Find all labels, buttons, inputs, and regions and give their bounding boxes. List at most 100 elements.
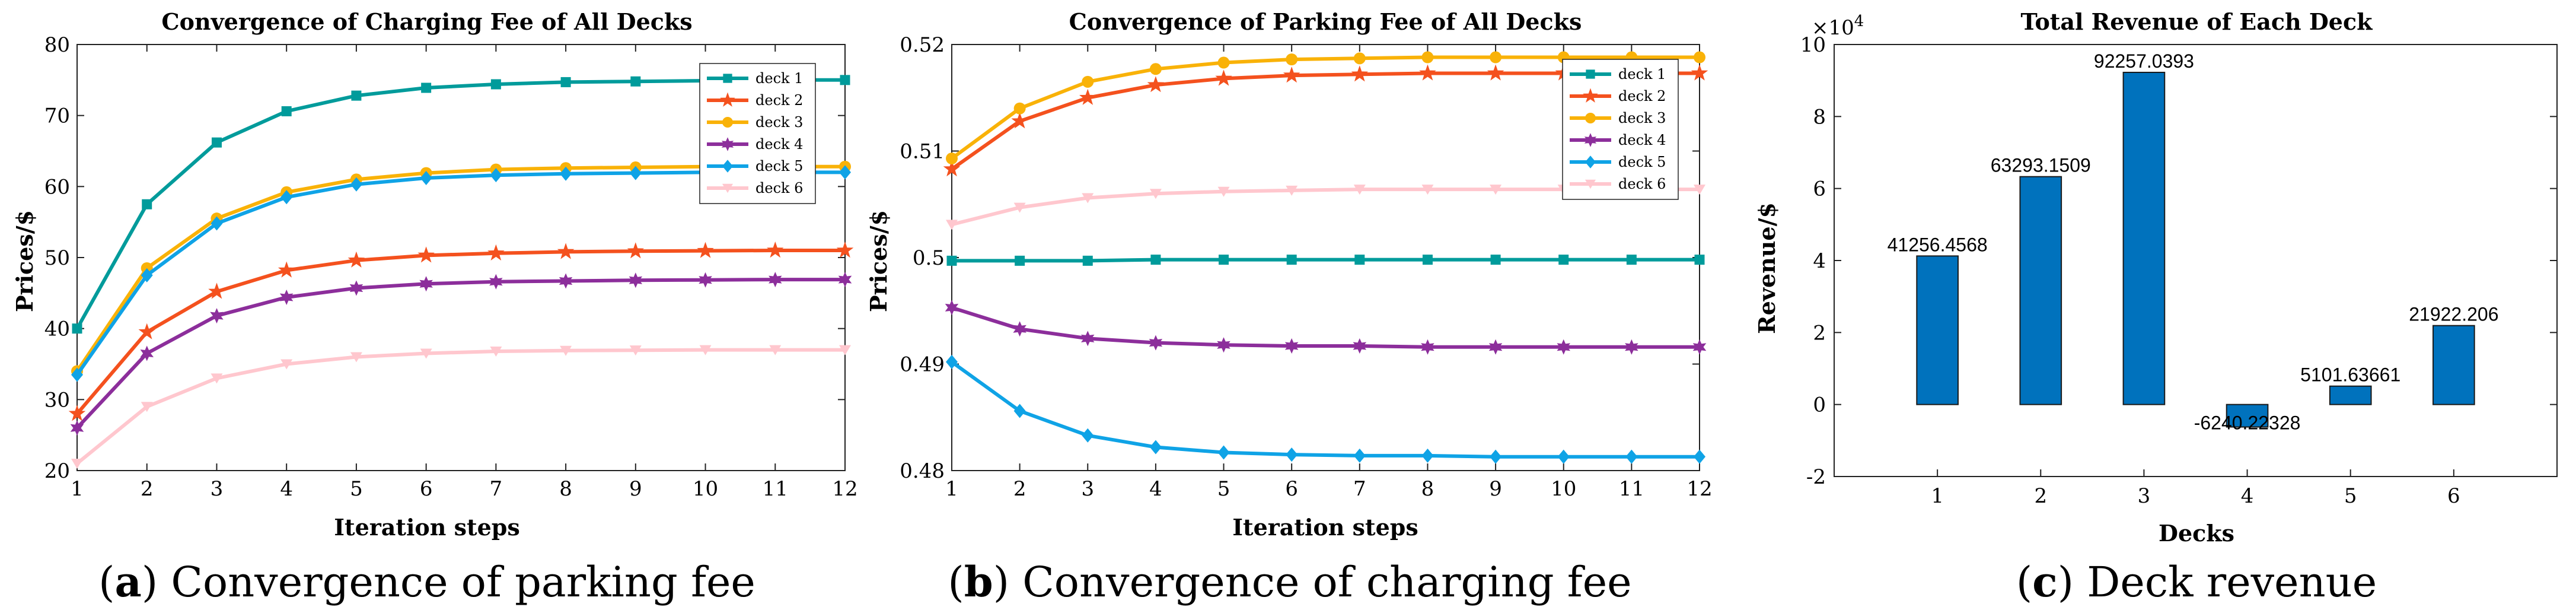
chart-b-data-point — [1217, 337, 1230, 353]
chart-b-data-point — [1217, 56, 1230, 69]
chart-b-data-point — [946, 255, 957, 266]
chart-a-data-point — [138, 323, 155, 339]
chart-b-xtick-label: 10 — [1551, 477, 1576, 501]
chart-a-data-point — [840, 75, 850, 85]
chart-b-data-point — [1015, 255, 1025, 266]
caption-a-text: ) Convergence of parking fee — [142, 558, 755, 606]
chart-b-series-line — [951, 55, 1700, 160]
chart-a-data-point — [417, 246, 435, 263]
chart-a-data-point — [280, 190, 293, 205]
chart-a-data-point — [838, 272, 852, 288]
chart-b-series-1 — [946, 255, 1705, 266]
chart-b-xtick-label: 1 — [945, 477, 958, 501]
chart-a-series-2 — [68, 242, 854, 421]
chart-a-ytick-label: 70 — [44, 104, 70, 128]
chart-b-legend-label: deck 2 — [1618, 88, 1666, 104]
chart-b-data-point — [1351, 65, 1369, 82]
chart-b-data-point — [1353, 185, 1366, 195]
chart-a-xtick-label: 2 — [141, 477, 154, 501]
caption-b-prefix: ( — [948, 558, 964, 606]
chart-a-data-point — [557, 243, 575, 259]
chart-b-legend-label: deck 5 — [1618, 154, 1666, 170]
chart-b-legend-label: deck 1 — [1618, 66, 1666, 82]
chart-b-xtick-label: 8 — [1421, 477, 1434, 501]
chart-a-ytick-label: 30 — [44, 388, 70, 412]
chart-b-xtick-label: 12 — [1686, 477, 1712, 501]
chart-b-data-point — [1082, 193, 1094, 204]
chart-a-data-point — [560, 345, 572, 356]
chart-c-ytick-label: 8 — [1813, 105, 1826, 129]
chart-a-data-point — [490, 168, 502, 183]
chart-a-data-point — [419, 276, 433, 292]
chart-a-data-point — [141, 402, 153, 412]
chart-a-data-point — [629, 166, 642, 180]
chart-b-data-point — [1150, 255, 1161, 265]
chart-b-data-point — [1694, 255, 1705, 265]
chart-a-data-point — [769, 272, 782, 288]
chart-a-data-point — [210, 308, 224, 324]
chart-b-data-point — [1490, 449, 1502, 464]
panel-c-revenue-chart: Total Revenue of Each Deck Decks Revenue… — [1754, 8, 2558, 606]
chart-b-data-point — [1082, 75, 1094, 88]
chart-b-series-line — [951, 306, 1700, 349]
chart-b-data-point — [1421, 339, 1434, 355]
chart-b-data-point — [1419, 64, 1436, 81]
chart-a-data-point — [141, 268, 153, 282]
chart-b-data-point — [1149, 63, 1162, 75]
chart-a-xtick-label: 9 — [629, 477, 642, 501]
chart-b-data-point — [1488, 339, 1503, 355]
chart-b-xtick-label: 3 — [1081, 477, 1094, 501]
chart-b-data-point — [1013, 102, 1026, 115]
chart-b-data-point — [1013, 202, 1026, 213]
chart-b-data-point — [1421, 448, 1434, 463]
chart-b-data-point — [1694, 185, 1705, 195]
chart-a-data-point — [839, 165, 851, 180]
chart-c-ytick-label: 10 — [1800, 33, 1826, 57]
chart-c-bar — [2329, 385, 2372, 405]
chart-b-data-point — [1217, 445, 1230, 460]
chart-a-data-point — [351, 90, 362, 101]
panel-b-parking-fee-chart: Convergence of Parking Fee of All Decks … — [865, 8, 1713, 606]
chart-b-data-point — [1147, 76, 1165, 93]
chart-b-data-point — [1487, 64, 1504, 81]
chart-b-legend-marker — [1585, 179, 1596, 189]
chart-a-data-point — [490, 346, 502, 357]
chart-c-ylabel: Revenue/$ — [1754, 202, 1780, 334]
chart-c-data-label: 92257.0393 — [2094, 50, 2194, 72]
chart-b-data-point — [1215, 69, 1232, 86]
chart-a-data-point — [420, 348, 432, 359]
caption-b: (b) Convergence of charging fee — [948, 557, 1631, 606]
chart-b-data-point — [1082, 255, 1093, 266]
chart-b-data-point — [1421, 51, 1434, 63]
chart-a-legend-marker — [723, 74, 732, 83]
chart-c-ytick-label: 6 — [1813, 177, 1826, 201]
chart-b-data-point — [1490, 185, 1502, 195]
chart-b-series-line — [952, 258, 1700, 263]
chart-c-ytick-label: -2 — [1806, 465, 1826, 489]
chart-b-data-point — [1286, 255, 1297, 265]
chart-a-legend-label: deck 6 — [755, 180, 803, 196]
chart-a-xlabel: Iteration steps — [334, 514, 519, 541]
chart-a-ytick-label: 20 — [44, 459, 70, 483]
chart-a-data-point — [142, 199, 152, 209]
chart-a-ytick-label: 50 — [44, 246, 70, 270]
chart-a-series-line — [76, 348, 845, 465]
chart-a-data-point — [347, 251, 365, 268]
chart-b-data-point — [946, 354, 958, 369]
chart-c-bar — [2019, 176, 2062, 405]
chart-a-data-point — [71, 459, 83, 469]
chart-b-xlabel: Iteration steps — [1232, 514, 1418, 541]
chart-a-data-point — [560, 77, 571, 87]
caption-b-letter: b — [964, 557, 993, 606]
chart-b-data-point — [1557, 339, 1570, 355]
chart-a-data-point — [208, 282, 225, 299]
chart-c-xtick-label: 2 — [2034, 484, 2047, 508]
panel-a-charging-fee-chart: Convergence of Charging Fee of All Decks… — [11, 8, 858, 606]
chart-c-xtick-label: 1 — [1931, 484, 1944, 508]
chart-b-data-point — [1353, 448, 1366, 463]
chart-c-exponent: ×104 — [1812, 12, 1864, 40]
chart-b-data-point — [1490, 255, 1501, 265]
chart-b-title: Convergence of Parking Fee of All Decks — [1069, 8, 1582, 35]
chart-b-ytick-label: 0.51 — [900, 140, 945, 164]
chart-a-data-point — [697, 242, 714, 258]
